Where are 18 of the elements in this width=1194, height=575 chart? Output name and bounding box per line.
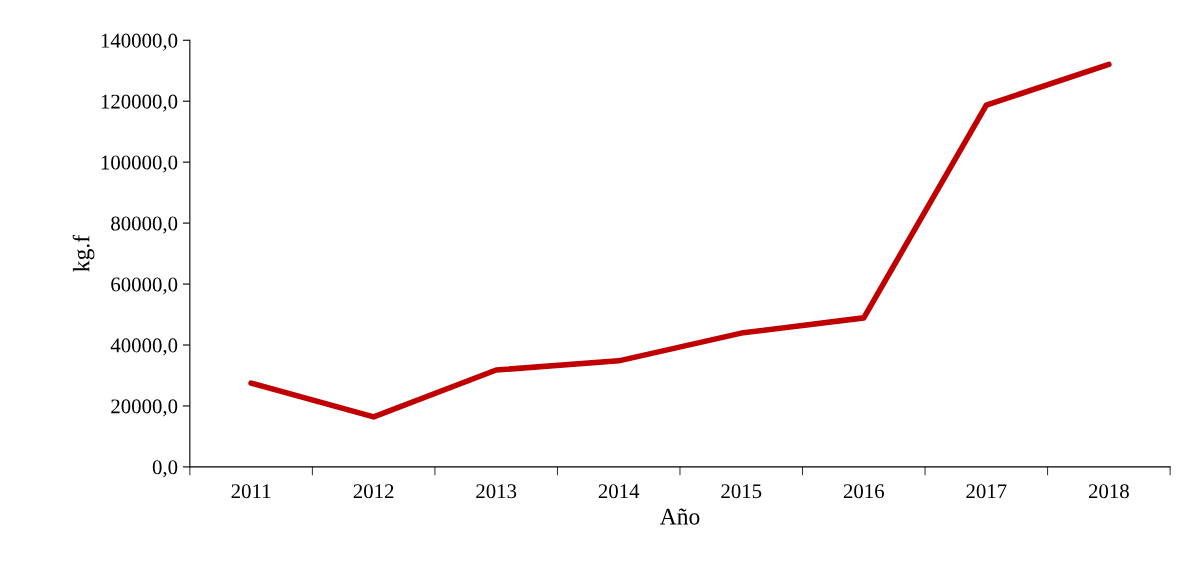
x-tick-label: 2017 <box>966 484 1007 499</box>
x-axis-title: Año <box>659 508 700 525</box>
x-tick-label: 2018 <box>1088 484 1129 499</box>
y-axis-title: kg.f <box>72 234 95 272</box>
x-tick-label: 2012 <box>353 484 394 499</box>
x-tick-label: 2015 <box>721 484 762 499</box>
x-tick-label: 2014 <box>598 484 640 499</box>
y-tick-label: 40000,0 <box>110 338 178 356</box>
y-tick-label: 60000,0 <box>111 277 178 295</box>
y-tick-label: 140000,0 <box>101 33 178 51</box>
y-tick-label: 120000,0 <box>101 94 178 112</box>
y-tick-label: 80000,0 <box>111 216 178 234</box>
x-tick-label: 2011 <box>231 484 271 499</box>
y-tick-label: 20000,0 <box>111 399 178 417</box>
x-tick-label: 2016 <box>843 484 884 499</box>
y-tick-label: 100000,0 <box>101 155 178 173</box>
x-tick-label: 2013 <box>476 484 517 499</box>
y-tick-label: 0,0 <box>152 460 178 478</box>
